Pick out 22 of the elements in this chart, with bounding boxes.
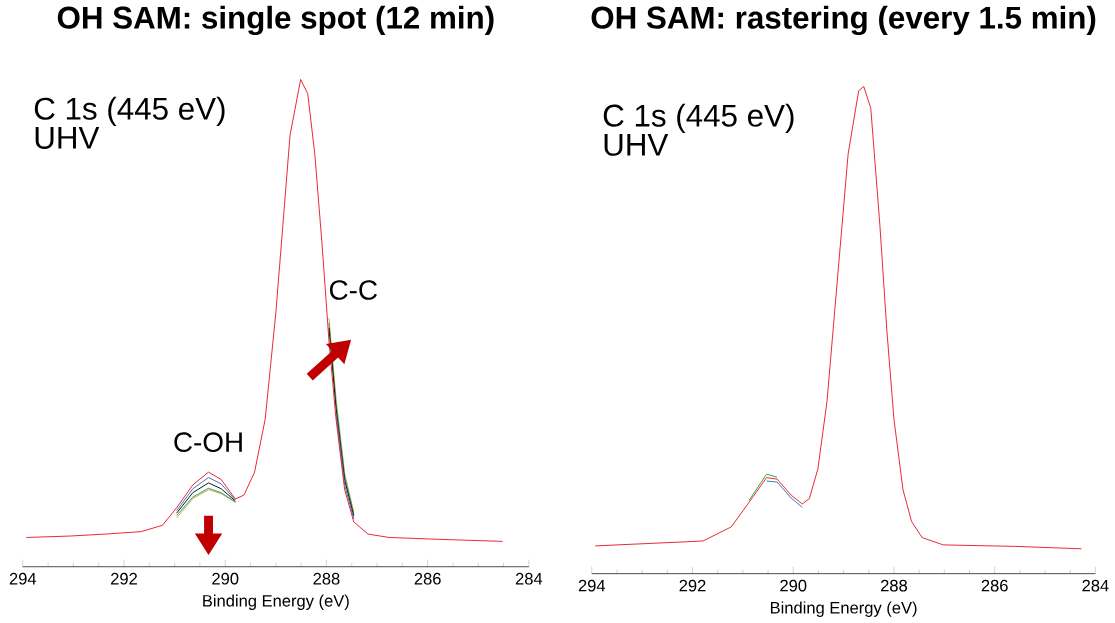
- x-axis-title: Binding Energy (eV): [770, 601, 917, 618]
- x-tick-label: 290: [212, 573, 239, 585]
- x-tick-label: 284: [515, 573, 543, 585]
- x-axis-title: Binding Energy (eV): [203, 594, 349, 611]
- annotation: C 1s (445 eV): [603, 103, 794, 134]
- annotation: C 1s (445 eV): [34, 96, 225, 127]
- x-tick-label: 288: [313, 573, 340, 585]
- annotation: C-OH: [174, 432, 242, 453]
- annotation: UHV: [35, 127, 100, 150]
- x-tick-label: 292: [111, 573, 137, 585]
- x-tick-label: 288: [880, 579, 908, 592]
- x-tick-label: 286: [981, 579, 1008, 592]
- annotation: UHV: [604, 134, 669, 156]
- annotation: C-C: [329, 280, 377, 301]
- x-tick-label: 294: [9, 573, 37, 585]
- x-tick-label: 284: [1082, 579, 1109, 592]
- chart-title: OH SAM: rastering (every 1.5 min): [591, 5, 1096, 36]
- chart-title: OH SAM: single spot (12 min): [57, 5, 494, 36]
- x-tick-label: 290: [780, 579, 807, 592]
- x-tick-label: 294: [578, 579, 606, 592]
- x-tick-label: 286: [414, 573, 441, 585]
- x-tick-label: 292: [679, 579, 706, 592]
